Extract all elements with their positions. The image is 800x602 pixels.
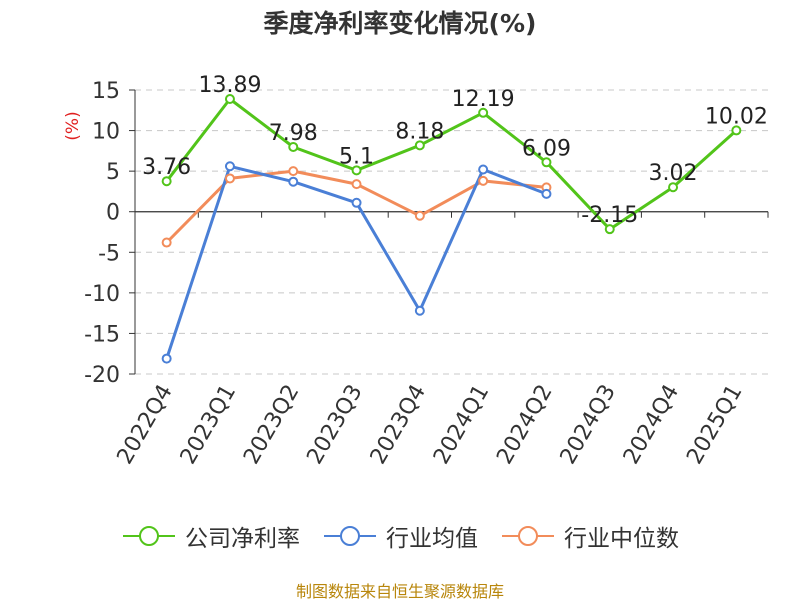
x-tick-label: 2023Q4 [366, 381, 431, 469]
y-tick-label: -20 [84, 363, 120, 388]
legend-marker-icon [123, 526, 175, 546]
data-point [288, 166, 299, 177]
data-label: 7.98 [269, 121, 318, 146]
data-point [351, 165, 362, 176]
y-tick-label: 10 [92, 120, 120, 145]
data-label: 10.02 [705, 104, 768, 129]
legend-label: 行业中位数 [564, 526, 679, 552]
series-lines [165, 97, 738, 360]
y-tick-label: 15 [92, 79, 120, 104]
legend-marker-circle [139, 526, 159, 546]
data-point [478, 107, 489, 118]
data-point [731, 125, 742, 136]
y-tick-label: 5 [106, 160, 120, 185]
legend-marker-circle [340, 526, 360, 546]
data-point [161, 237, 172, 248]
data-label: -2.15 [581, 203, 638, 228]
data-point [541, 188, 552, 199]
data-labels: 3.76 13.89 7.98 5.1 8.18 12.19 6.09 -2.15 3.02 10… [142, 73, 768, 228]
data-point [224, 94, 235, 105]
data-point [288, 141, 299, 152]
data-point [351, 179, 362, 190]
data-point [161, 176, 172, 187]
x-tick-label: 2024Q1 [429, 381, 494, 469]
source-note: 制图数据来自恒生聚源数据库 [295, 582, 504, 601]
data-label: 13.89 [198, 73, 261, 98]
data-point [604, 224, 615, 235]
series-line [165, 164, 548, 360]
data-point [351, 197, 362, 208]
data-point [288, 176, 299, 187]
legend-label: 行业均值 [386, 526, 478, 552]
legend-item[interactable]: 行业均值 [322, 519, 478, 553]
data-point [414, 305, 425, 316]
data-point [224, 173, 235, 184]
x-tick-label: 2023Q2 [239, 381, 304, 469]
x-tick-label: 2022Q4 [113, 381, 178, 469]
x-tick-label: 2025Q1 [682, 381, 747, 469]
y-axis-label: (%) [63, 111, 83, 140]
data-point [414, 140, 425, 151]
legend-marker-icon [502, 526, 554, 546]
legend-item[interactable]: 公司净利率 [121, 519, 300, 553]
legend: 公司净利率 行业均值 行业中位数 [0, 519, 800, 553]
data-point [478, 164, 489, 175]
data-point [668, 182, 679, 193]
data-point [224, 161, 235, 172]
x-tick-label: 2023Q3 [302, 381, 367, 469]
series-line [165, 97, 738, 231]
y-tick-label: 0 [106, 201, 120, 226]
data-label: 5.1 [339, 144, 374, 169]
chart-title: 季度净利率变化情况(%) [263, 9, 537, 38]
y-tick-label: -15 [84, 322, 120, 347]
legend-item[interactable]: 行业中位数 [500, 519, 679, 553]
x-tick-label: 2024Q3 [556, 381, 621, 469]
x-tick-label: 2024Q4 [619, 381, 684, 469]
y-tick-label: -5 [98, 241, 120, 266]
data-point [414, 210, 425, 221]
data-label: 6.09 [522, 136, 571, 161]
data-point [478, 175, 489, 186]
legend-marker-circle [518, 526, 538, 546]
data-label: 8.18 [395, 119, 444, 144]
data-point [161, 353, 172, 364]
data-point [541, 157, 552, 168]
data-label: 3.76 [142, 155, 191, 180]
x-tick-label: 2024Q2 [492, 381, 557, 469]
legend-marker-icon [324, 526, 376, 546]
data-label: 3.02 [649, 161, 698, 186]
y-tick-label: -10 [84, 282, 120, 307]
legend-label: 公司净利率 [185, 526, 300, 552]
data-label: 12.19 [452, 87, 515, 112]
x-tick-label: 2023Q1 [176, 381, 241, 469]
grid-lines [135, 89, 768, 375]
data-points [161, 94, 742, 364]
